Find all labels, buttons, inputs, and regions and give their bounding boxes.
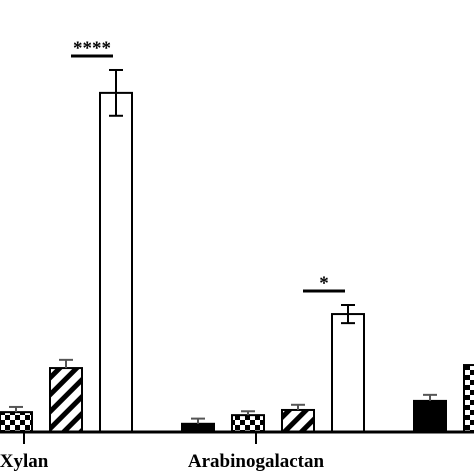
bar <box>49 367 83 433</box>
x-tick-label: Arabinogalactan <box>188 451 325 472</box>
significance-label: * <box>319 273 329 294</box>
significance-label: **** <box>73 38 111 59</box>
x-tick-label: Xylan <box>0 451 49 472</box>
bar <box>281 408 315 433</box>
bar <box>413 399 447 433</box>
bar <box>99 91 133 433</box>
bar <box>231 414 265 434</box>
bar <box>331 313 365 433</box>
bar <box>0 411 33 433</box>
bar <box>463 364 474 434</box>
